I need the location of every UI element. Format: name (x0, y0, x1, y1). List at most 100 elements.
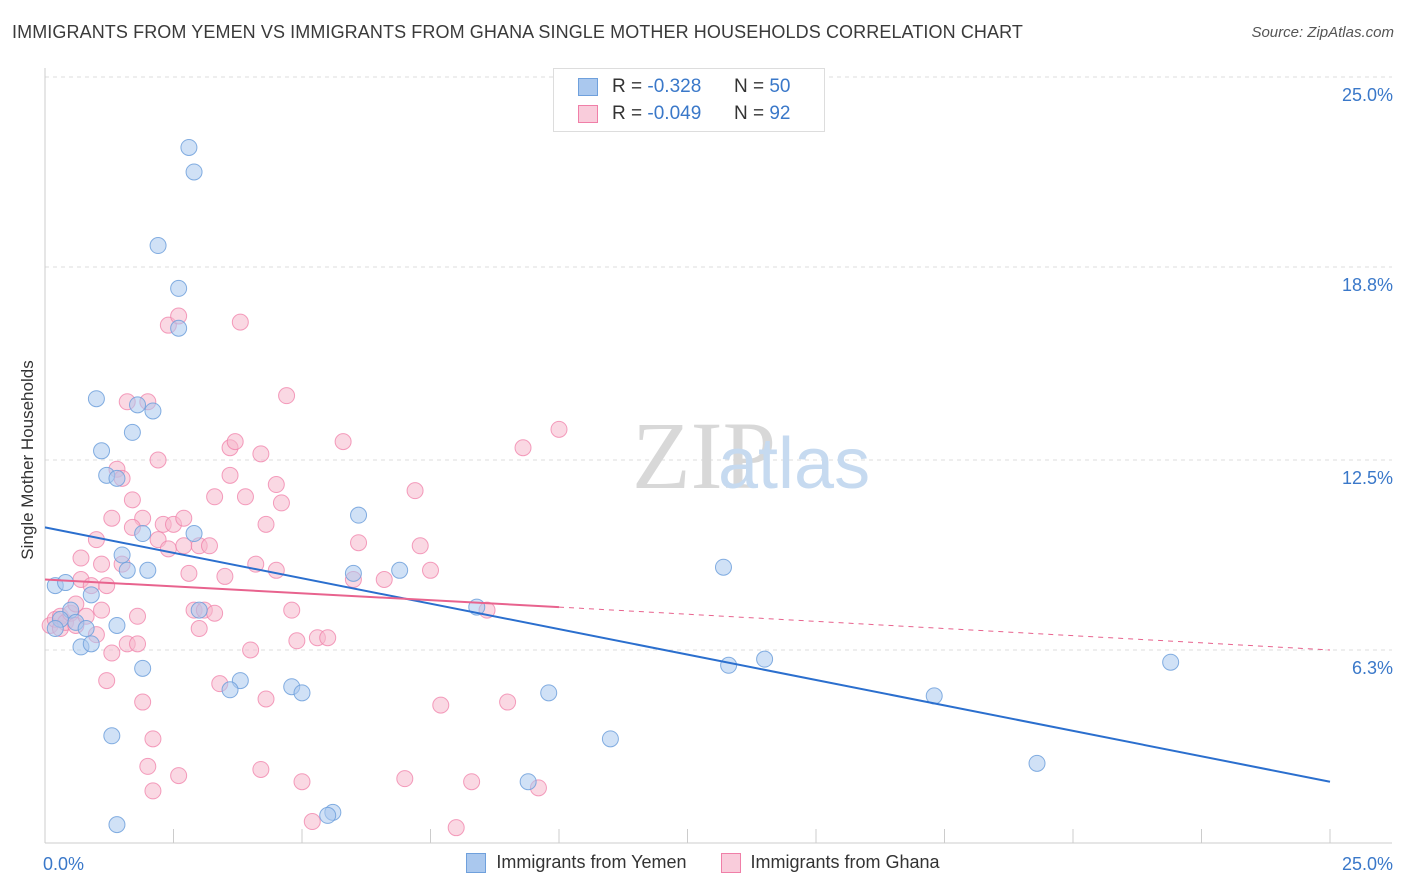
legend-row-ghana: R = -0.049 N = 92 (578, 102, 790, 126)
yemen-point (93, 442, 111, 460)
ghana-point (257, 515, 275, 533)
yemen-point (118, 561, 136, 579)
ghana-point (123, 491, 141, 509)
x-tick-label: 0.0% (43, 854, 84, 874)
legend-row-yemen: R = -0.328 N = 50 (578, 75, 790, 99)
yemen-point (87, 390, 105, 408)
chart-title: IMMIGRANTS FROM YEMEN VS IMMIGRANTS FROM… (12, 22, 1023, 42)
ghana-point (375, 570, 393, 588)
yemen-trend-line (44, 526, 1331, 783)
y-axis-label: Single Mother Households (18, 360, 37, 560)
x-tick-label: 25.0% (1342, 854, 1393, 874)
ghana-point (288, 632, 306, 650)
yemen-point (344, 564, 362, 582)
legend-r-value: -0.049 (647, 103, 702, 124)
yemen-point (519, 773, 537, 791)
yemen-point (57, 574, 75, 592)
yemen-point (144, 402, 162, 420)
yemen-point (123, 423, 141, 441)
yemen-point (170, 279, 188, 297)
ghana-point (226, 433, 244, 451)
ghana-point (257, 690, 275, 708)
ghana-point (236, 488, 254, 506)
ghana-point (221, 466, 239, 484)
trend-lines (44, 526, 1331, 783)
ghana-point (350, 534, 368, 552)
yemen-point (319, 806, 337, 824)
yemen-point (190, 601, 208, 619)
legend-swatch-ghana (578, 105, 598, 123)
ghana-point (252, 760, 270, 778)
yemen-points (46, 138, 1180, 834)
legend-r-label: R = (612, 103, 643, 124)
ghana-point (200, 537, 218, 555)
legend-swatch-yemen (578, 78, 598, 96)
ghana-trend-line (44, 578, 560, 609)
legend-n-label: N = (733, 103, 765, 124)
ghana-point (432, 696, 450, 714)
series-swatch-ghana (720, 852, 741, 873)
ghana-point (216, 567, 234, 585)
yemen-point (108, 816, 126, 834)
ghana-point (293, 773, 311, 791)
ghana-point (129, 607, 147, 625)
correlation-legend: R = -0.328 N = 50 R = -0.049 N = 92 (553, 68, 825, 132)
watermark-atlas: atlas (718, 424, 870, 504)
yemen-point (113, 546, 131, 564)
yemen-point (185, 163, 203, 181)
yemen-point (180, 138, 198, 156)
ghana-point (139, 757, 157, 775)
ghana-point (206, 488, 224, 506)
ghana-point (319, 629, 337, 647)
ghana-point (159, 540, 177, 558)
ghana-point (144, 730, 162, 748)
tick-labels: 6.3% 12.5% 18.8% 25.0% 0.0% 25.0% (43, 85, 1393, 874)
ghana-point (103, 509, 121, 527)
ghana-point (93, 601, 111, 619)
legend-r-label: R = (612, 76, 643, 97)
ghana-point (134, 693, 152, 711)
ghana-point (206, 604, 224, 622)
series-label-ghana: Immigrants from Ghana (750, 852, 940, 872)
yemen-point (391, 561, 409, 579)
yemen-point (540, 684, 558, 702)
yemen-point (1028, 754, 1046, 772)
ghana-point (278, 387, 296, 405)
yemen-point (714, 558, 732, 576)
ghana-point (267, 561, 285, 579)
ghana-point (98, 672, 116, 690)
ghana-point (267, 476, 285, 494)
yemen-point (756, 650, 774, 668)
yemen-point (293, 684, 311, 702)
yemen-point (82, 586, 100, 604)
ghana-point (170, 767, 188, 785)
ghana-point (72, 549, 90, 567)
series-legend-yemen[interactable]: Immigrants from Yemen (466, 852, 687, 873)
legend-n-value: 92 (769, 103, 791, 124)
yemen-point (720, 656, 738, 674)
ghana-point (98, 577, 116, 595)
ghana-point (129, 635, 147, 653)
axes (44, 68, 1392, 844)
legend-n-value: 50 (769, 76, 791, 97)
yemen-point (350, 506, 368, 524)
grid-lines (45, 76, 1392, 651)
yemen-point (134, 525, 152, 543)
ghana-point (447, 819, 465, 837)
ghana-point (190, 620, 208, 638)
y-tick-label: 12.5% (1342, 468, 1393, 488)
yemen-point (149, 237, 167, 255)
series-legend-ghana[interactable]: Immigrants from Ghana (720, 852, 940, 873)
legend-r-value: -0.328 (647, 76, 702, 97)
ghana-point (422, 561, 439, 579)
ghana-point (103, 644, 121, 662)
legend-n-label: N = (733, 76, 765, 97)
y-tick-label: 6.3% (1352, 658, 1393, 678)
ghana-point (175, 509, 193, 527)
series-label-yemen: Immigrants from Yemen (496, 852, 687, 872)
ghana-point (396, 770, 414, 788)
yemen-point (46, 620, 64, 638)
yemen-point (77, 620, 95, 638)
ghana-point (252, 445, 270, 463)
ghana-point (231, 313, 249, 331)
